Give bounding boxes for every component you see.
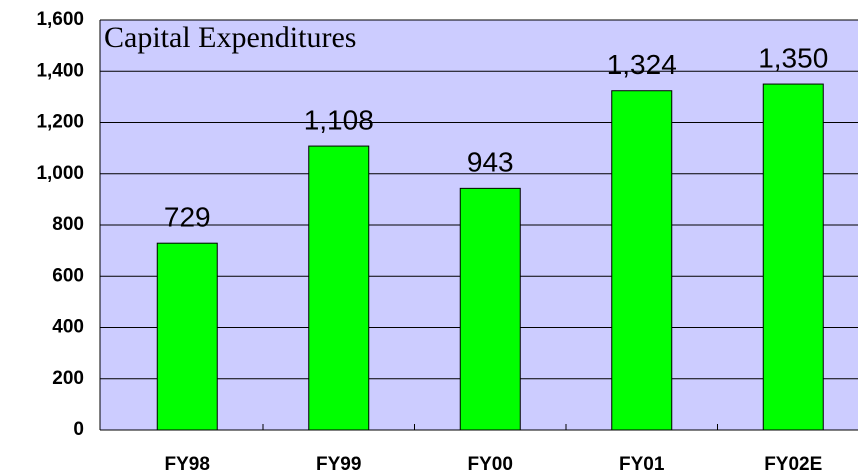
x-tick-label: FY98 [165,454,210,475]
y-tick-label: 1,000 [36,163,84,184]
y-tick-label: 1,400 [36,60,84,81]
marks [156,83,824,431]
y-tick-label: 600 [52,265,84,286]
y-tick-label: 800 [52,214,84,235]
value-label: 1,108 [304,104,374,135]
y-tick-label: 1,200 [36,112,84,133]
value-label: 1,350 [758,42,828,73]
chart-title: Capital Expenditures [104,21,356,54]
bar [762,83,824,431]
y-tick-label: 0 [73,419,84,440]
x-tick-label: FY01 [619,454,665,475]
value-label: 729 [164,202,211,233]
y-tick-label: 400 [52,317,84,338]
y-tick-label: 1,600 [36,9,84,30]
x-tick-label: FY99 [316,454,361,475]
x-tick-label: FY02E [764,454,822,475]
y-tick-label: 200 [52,368,84,389]
bar [156,242,218,431]
value-label: 943 [467,147,514,178]
value-label: 1,324 [607,49,677,80]
x-tick-label: FY00 [468,454,513,475]
bar [308,145,370,431]
bar [611,90,673,431]
bar [459,187,521,431]
